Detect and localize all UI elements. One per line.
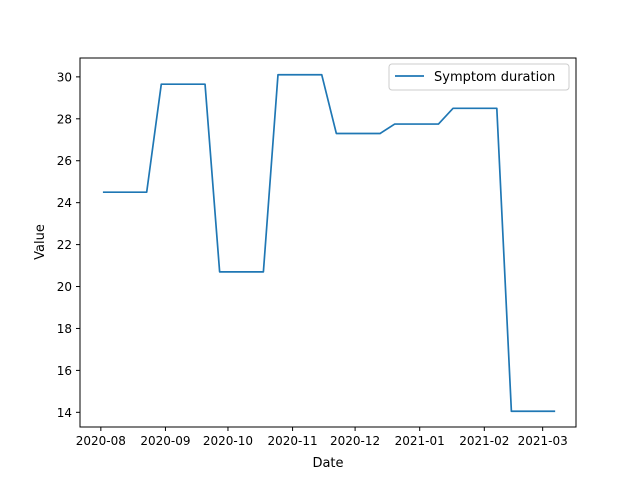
y-axis-label: Value: [33, 224, 48, 260]
x-tick-label: 2020-10: [203, 434, 253, 448]
x-axis-label: Date: [312, 456, 343, 471]
x-tick-label: 2020-11: [268, 434, 318, 448]
y-tick-label: 16: [57, 364, 72, 378]
series-line: [102, 73, 556, 413]
x-tick-label: 2020-09: [140, 434, 190, 448]
legend-label-0: Symptom duration: [434, 70, 555, 85]
x-tick-label: 2020-12: [330, 434, 380, 448]
x-tick-label: 2020-08: [76, 434, 126, 448]
legend-box: [388, 63, 570, 91]
x-axis-ticks: 2020-08 2020-09 2020-10 2020-11 2020-12 2021-…: [76, 427, 568, 448]
y-tick-label: 18: [57, 322, 72, 336]
y-tick-label: 20: [57, 280, 72, 294]
y-tick-label: 22: [57, 238, 72, 252]
x-tick-label: 2021-02: [459, 434, 509, 448]
plot-area: [80, 58, 576, 427]
y-tick-label: 28: [57, 112, 72, 126]
y-tick-label: 24: [57, 196, 72, 210]
y-tick-label: 14: [57, 406, 72, 420]
y-axis-ticks: 14 16 18 20 22 24 26 28 30: [57, 70, 80, 420]
series-group: [102, 73, 556, 413]
plot-frame: [79, 57, 577, 428]
legend: Symptom duration: [388, 63, 570, 91]
x-tick-label: 2021-01: [395, 434, 445, 448]
y-tick-label: 26: [57, 154, 72, 168]
x-tick-label: 2021-03: [518, 434, 568, 448]
y-tick-label: 30: [57, 70, 72, 84]
